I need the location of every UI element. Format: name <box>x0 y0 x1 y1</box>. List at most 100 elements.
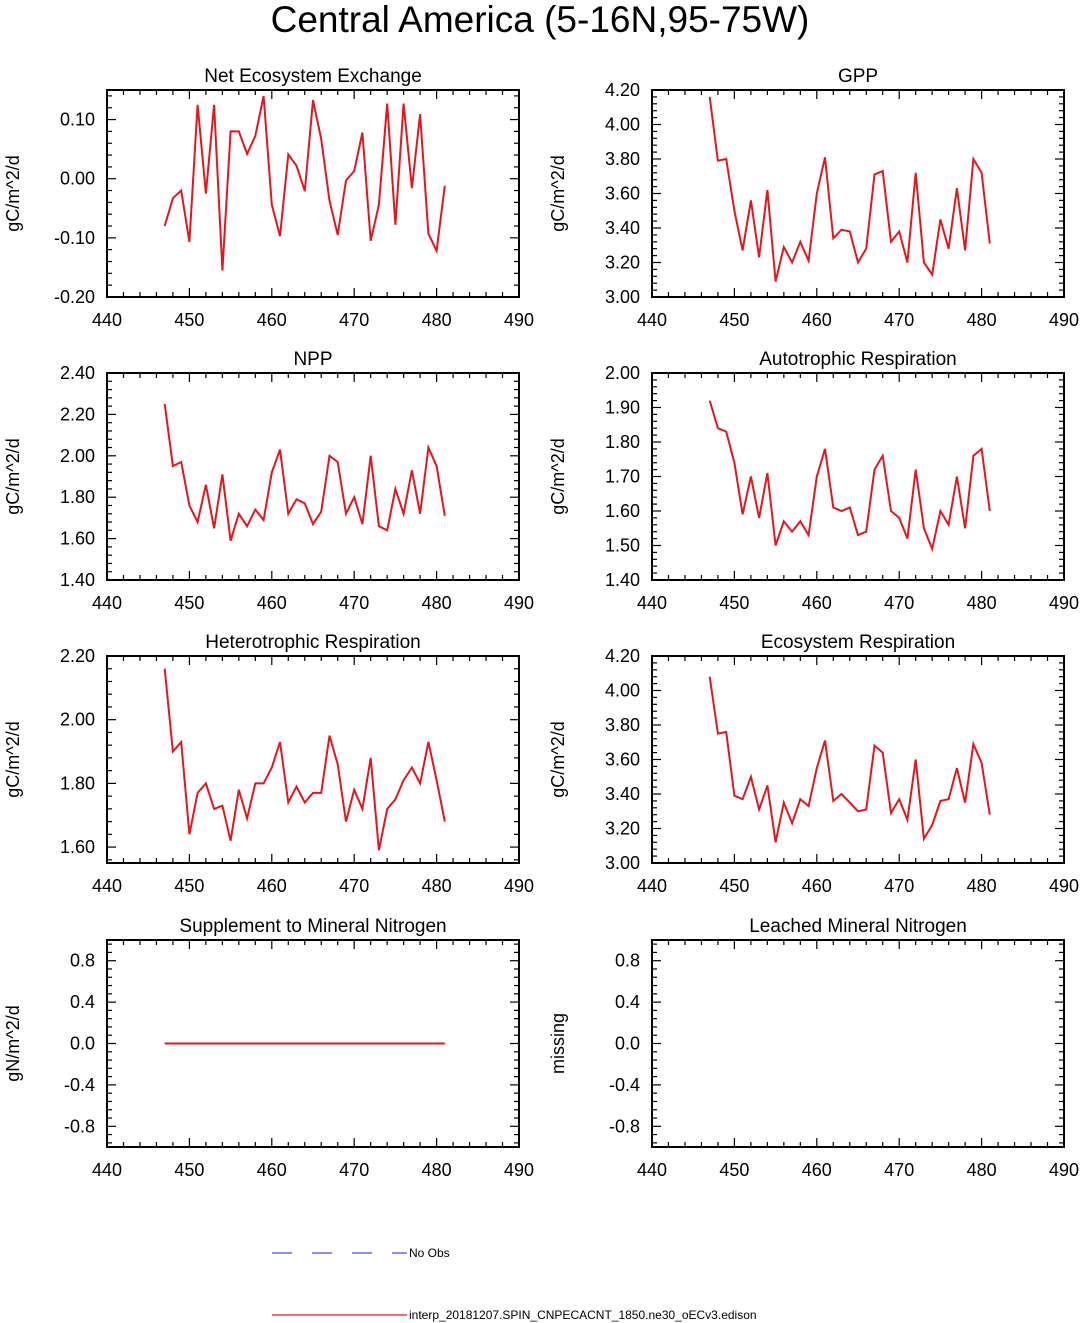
y-axis-label: gC/m^2/d <box>548 721 568 797</box>
y-tick-label: -0.20 <box>54 287 95 307</box>
y-axis-label: gC/m^2/d <box>548 438 568 514</box>
y-tick-label: 0.10 <box>60 110 95 130</box>
y-tick-label: 3.20 <box>605 253 640 273</box>
x-tick-label: 480 <box>967 310 997 330</box>
y-tick-label: 1.60 <box>605 501 640 521</box>
x-tick-label: 450 <box>174 310 204 330</box>
y-tick-label: 2.20 <box>60 404 95 424</box>
y-tick-label: 0.4 <box>615 992 640 1012</box>
y-tick-label: 2.00 <box>60 710 95 730</box>
series-line <box>163 668 446 851</box>
y-tick-label: -0.8 <box>64 1116 95 1136</box>
panel-title: NPP <box>293 349 332 370</box>
y-tick-label: 0.00 <box>60 169 95 189</box>
y-axis-label: gN/m^2/d <box>3 1005 23 1081</box>
y-tick-label: 3.80 <box>605 149 640 169</box>
y-axis-label: missing <box>548 1013 568 1074</box>
y-tick-label: 4.20 <box>605 80 640 100</box>
y-tick-label: 3.40 <box>605 784 640 804</box>
x-tick-label: 440 <box>92 593 122 613</box>
x-tick-label: 460 <box>802 1160 832 1180</box>
panel-5: Ecosystem Respiration gC/m^2/d 440 450 460 47… <box>548 632 1079 896</box>
legend-label: interp_20181207.SPIN_CNPECACNT_1850.ne30… <box>409 1308 757 1322</box>
panel-title: Heterotrophic Respiration <box>205 632 420 653</box>
x-tick-label: 440 <box>92 1160 122 1180</box>
y-tick-label: 0.0 <box>70 1034 95 1054</box>
x-tick-label: 490 <box>504 310 534 330</box>
x-tick-label: 470 <box>339 876 369 896</box>
x-tick-label: 460 <box>257 1160 287 1180</box>
panel-3: Autotrophic Respiration gC/m^2/d 440 450 460… <box>548 349 1079 613</box>
x-tick-label: 470 <box>884 876 914 896</box>
plot-frame <box>106 89 520 298</box>
panel-title: Supplement to Mineral Nitrogen <box>179 916 446 937</box>
x-tick-label: 490 <box>504 593 534 613</box>
x-tick-label: 460 <box>802 310 832 330</box>
x-tick-label: 450 <box>174 593 204 613</box>
x-tick-label: 470 <box>339 1160 369 1180</box>
y-tick-label: -0.10 <box>54 228 95 248</box>
y-tick-label: 4.20 <box>605 646 640 666</box>
y-tick-label: 1.60 <box>60 529 95 549</box>
panel-2: NPP gC/m^2/d 440 450 460 470 480 490 1.40 1.60 1.8… <box>3 349 534 613</box>
x-tick-label: 490 <box>1049 876 1079 896</box>
y-tick-label: 3.00 <box>605 287 640 307</box>
y-tick-label: 1.80 <box>60 773 95 793</box>
x-tick-label: 460 <box>257 876 287 896</box>
x-tick-label: 480 <box>422 1160 452 1180</box>
x-tick-label: 440 <box>637 1160 667 1180</box>
x-tick-label: 450 <box>174 876 204 896</box>
y-tick-label: 1.80 <box>60 487 95 507</box>
x-tick-label: 470 <box>884 593 914 613</box>
x-tick-label: 460 <box>802 876 832 896</box>
figure-title: Central America (5-16N,95-75W) <box>270 0 810 40</box>
y-tick-label: -0.8 <box>609 1116 640 1136</box>
x-tick-label: 490 <box>1049 593 1079 613</box>
x-tick-label: 460 <box>802 593 832 613</box>
y-tick-label: 3.60 <box>605 184 640 204</box>
y-tick-label: 2.40 <box>60 363 95 383</box>
x-tick-label: 450 <box>174 1160 204 1180</box>
y-tick-label: 1.90 <box>605 398 640 418</box>
legend: No Obs interp_20181207.SPIN_CNPECACNT_185… <box>272 1246 757 1322</box>
y-axis-label: gC/m^2/d <box>3 721 23 797</box>
y-tick-label: 3.60 <box>605 750 640 770</box>
x-tick-label: 480 <box>967 1160 997 1180</box>
plot-frame <box>106 655 520 864</box>
y-tick-label: 1.50 <box>605 536 640 556</box>
y-tick-label: 0.8 <box>70 951 95 971</box>
y-tick-label: 2.20 <box>60 646 95 666</box>
series-line <box>708 96 991 282</box>
y-tick-label: 2.00 <box>605 363 640 383</box>
x-tick-label: 470 <box>339 310 369 330</box>
y-tick-label: 3.80 <box>605 715 640 735</box>
x-tick-label: 440 <box>92 876 122 896</box>
x-tick-label: 460 <box>257 310 287 330</box>
y-tick-label: 1.40 <box>60 570 95 590</box>
y-axis-label: gC/m^2/d <box>548 155 568 231</box>
y-axis-label: gC/m^2/d <box>3 155 23 231</box>
x-tick-label: 480 <box>967 593 997 613</box>
x-tick-label: 440 <box>92 310 122 330</box>
panel-4: Heterotrophic Respiration gC/m^2/d 440 450 4… <box>3 632 534 896</box>
y-tick-label: 0.8 <box>615 951 640 971</box>
series-line <box>708 676 991 843</box>
panel-title: Autotrophic Respiration <box>759 349 957 370</box>
x-tick-label: 470 <box>339 593 369 613</box>
x-tick-label: 490 <box>504 1160 534 1180</box>
x-tick-label: 480 <box>422 593 452 613</box>
y-tick-label: 3.40 <box>605 218 640 238</box>
x-tick-label: 490 <box>1049 310 1079 330</box>
y-tick-label: 1.40 <box>605 570 640 590</box>
series-line <box>708 400 991 553</box>
panel-title: Leached Mineral Nitrogen <box>749 916 967 937</box>
y-tick-label: 1.80 <box>605 432 640 452</box>
legend-label: No Obs <box>409 1246 450 1260</box>
y-tick-label: 3.00 <box>605 853 640 873</box>
panel-title: Net Ecosystem Exchange <box>204 66 422 87</box>
panel-0: Net Ecosystem Exchange gC/m^2/d 440 450 460 4… <box>3 66 534 330</box>
x-tick-label: 450 <box>719 310 749 330</box>
x-tick-label: 480 <box>422 310 452 330</box>
plot-frame <box>106 372 520 581</box>
y-tick-label: -0.4 <box>64 1075 95 1095</box>
